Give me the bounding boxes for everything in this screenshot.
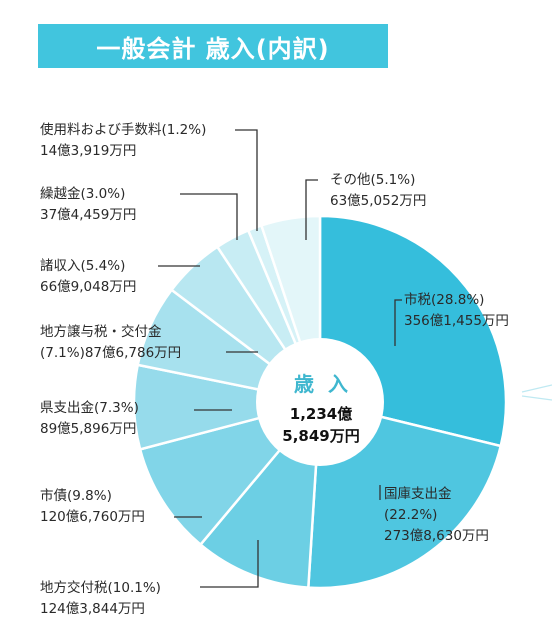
label-bonds: 市債(9.8%) 120億6,760万円: [40, 486, 145, 528]
label-carryover-name: 繰越金(3.0%): [40, 186, 126, 202]
label-pref: 県支出金(7.3%) 89億5,896万円: [40, 398, 139, 440]
label-transfer-tax-amount: (7.1%)87億6,786万円: [40, 345, 182, 361]
label-misc-amount: 66億9,048万円: [40, 279, 137, 295]
center-total-line2: 5,849万円: [282, 427, 360, 445]
leader-line-allocation: [200, 540, 259, 588]
label-other: その他(5.1%) 63億5,052万円: [330, 170, 426, 212]
label-pref-amount: 89億5,896万円: [40, 421, 137, 437]
leader-line-carryover: [180, 193, 238, 240]
label-misc-name: 諸収入(5.4%): [40, 258, 126, 274]
label-fees-name: 使用料および手数料(1.2%): [40, 122, 207, 138]
chart-title: 一般会計 歳入(内訳): [96, 34, 330, 63]
label-fees: 使用料および手数料(1.2%) 14億3,919万円: [40, 120, 206, 162]
label-citytax-amount: 356億1,455万円: [404, 313, 509, 329]
label-other-name: その他(5.1%): [330, 172, 416, 188]
label-national: 国庫支出金 (22.2%) 273億8,630万円: [384, 484, 489, 547]
label-allocation-name: 地方交付税(10.1%): [40, 580, 161, 596]
label-transfer-tax-name: 地方譲与税・交付金: [40, 324, 162, 340]
label-bonds-name: 市債(9.8%): [40, 488, 112, 504]
label-citytax: 市税(28.8%) 356億1,455万円: [404, 290, 509, 332]
label-allocation-amount: 124億3,844万円: [40, 601, 145, 617]
label-citytax-name: 市税(28.8%): [404, 292, 485, 308]
title-banner: 一般会計 歳入(内訳): [38, 24, 388, 68]
label-national-pct: (22.2%): [384, 507, 438, 523]
leader-line-other: [305, 179, 318, 240]
label-other-amount: 63億5,052万円: [330, 193, 427, 209]
label-national-name: 国庫支出金: [384, 486, 452, 502]
label-allocation: 地方交付税(10.1%) 124億3,844万円: [40, 578, 161, 620]
label-misc: 諸収入(5.4%) 66億9,048万円: [40, 256, 136, 298]
label-national-amount: 273億8,630万円: [384, 528, 489, 544]
label-pref-name: 県支出金(7.3%): [40, 400, 139, 416]
donut-hole: [256, 338, 384, 466]
label-carryover-amount: 37億4,459万円: [40, 207, 137, 223]
center-total-line1: 1,234億: [289, 405, 353, 423]
label-carryover: 繰越金(3.0%) 37億4,459万円: [40, 184, 136, 226]
leader-line-fees: [235, 129, 258, 231]
center-title: 歳入: [294, 372, 362, 396]
leader-line-citytax: [394, 299, 402, 346]
label-bonds-amount: 120億6,760万円: [40, 509, 145, 525]
label-fees-amount: 14億3,919万円: [40, 143, 137, 159]
label-transfer-tax: 地方譲与税・交付金 (7.1%)87億6,786万円: [40, 322, 181, 364]
